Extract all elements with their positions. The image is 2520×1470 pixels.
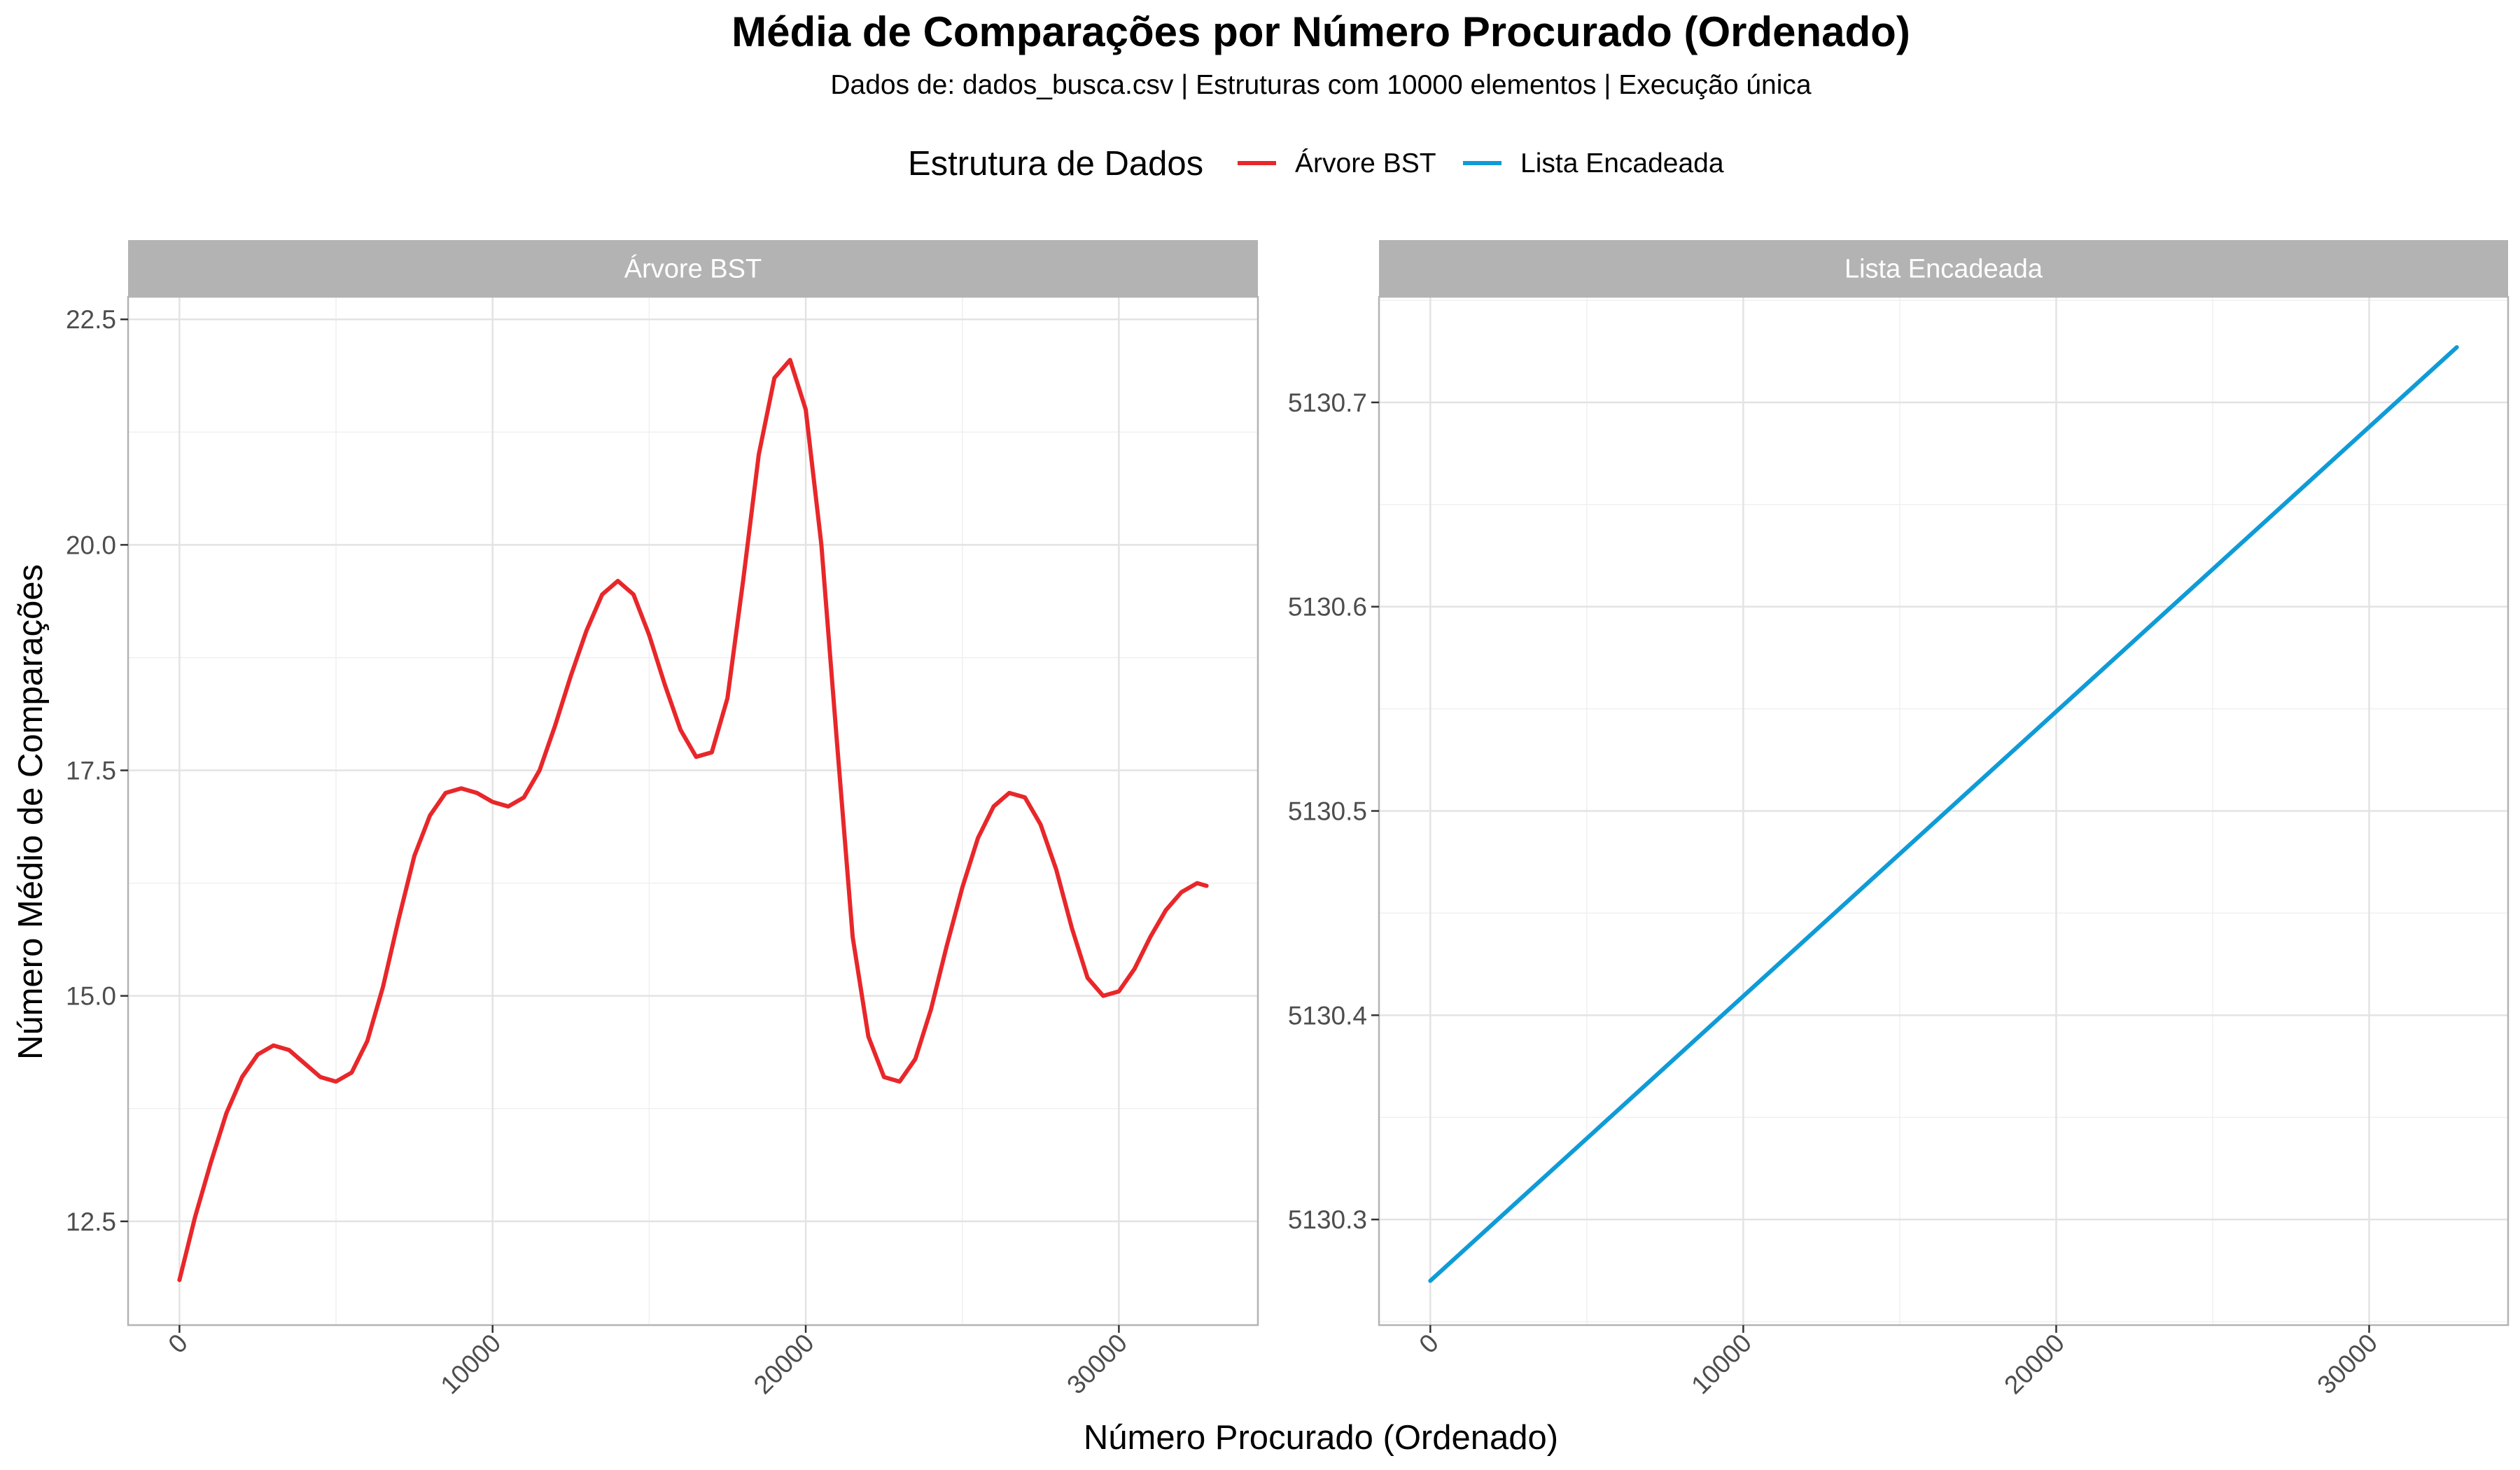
y-tick-label: 22.5 bbox=[66, 305, 116, 334]
panel-border-arvore-bst bbox=[127, 295, 1259, 1326]
x-axis-title: Número Procurado (Ordenado) bbox=[1084, 1419, 1558, 1457]
legend-title: Estrutura de Dados bbox=[908, 145, 1203, 183]
y-tick-label: 5130.4 bbox=[1288, 1001, 1367, 1030]
y-tick-label: 15.0 bbox=[66, 982, 116, 1011]
y-tick-label: 17.5 bbox=[66, 757, 116, 785]
series-line-lista-encadeada bbox=[1428, 345, 2459, 1283]
y-axis-title: Número Médio de Comparações bbox=[12, 564, 50, 1060]
facet-strip-arvore-bst bbox=[128, 240, 1258, 297]
facet-strip-label-lista-encadeada: Lista Encadeada bbox=[1844, 255, 2043, 284]
legend-label-lista-encadeada: Lista Encadeada bbox=[1520, 148, 1724, 178]
chart-title: Média de Comparações por Número Procurad… bbox=[732, 8, 1910, 55]
legend-label-arvore-bst: Árvore BST bbox=[1295, 148, 1436, 178]
facet-strip-label-arvore-bst: Árvore BST bbox=[624, 254, 762, 284]
chart-subtitle: Dados de: dados_busca.csv | Estruturas c… bbox=[830, 70, 1812, 100]
y-tick-label: 5130.7 bbox=[1288, 388, 1367, 417]
facet-strip-lista-encadeada bbox=[1379, 240, 2508, 297]
y-tick-label: 5130.3 bbox=[1288, 1205, 1367, 1234]
series-line-arvore-bst bbox=[177, 358, 1209, 1282]
plot-area-arvore-bst bbox=[128, 297, 1258, 1325]
y-tick-label: 20.0 bbox=[66, 531, 116, 559]
y-tick-label: 12.5 bbox=[66, 1208, 116, 1236]
y-tick-label: 5130.5 bbox=[1288, 797, 1367, 826]
y-tick-label: 5130.6 bbox=[1288, 593, 1367, 622]
legend: Estrutura de Dados Árvore BST Lista Enca… bbox=[908, 145, 1724, 183]
